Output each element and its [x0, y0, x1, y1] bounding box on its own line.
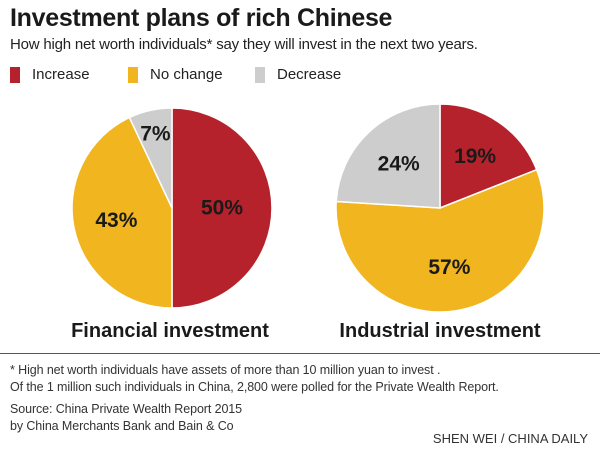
- divider: [0, 353, 600, 354]
- chart-caption-industrial: Industrial investment: [339, 320, 541, 342]
- legend: Increase No change Decrease: [10, 66, 430, 86]
- legend-label-increase: Increase: [32, 66, 90, 83]
- legend-swatch-no-change: [128, 66, 138, 83]
- pie-charts: 50% 43% 7% 19% 57% 24%: [71, 103, 545, 313]
- pie-label-industrial-increase: 19%: [454, 145, 496, 168]
- legend-label-no-change: No change: [150, 66, 223, 83]
- pie-slice-financial-no-change: [71, 116, 173, 309]
- credit: SHEN WEI / CHINA DAILY: [432, 431, 588, 446]
- pie-label-industrial-no-change: 57%: [428, 256, 470, 279]
- pie-label-industrial-decrease: 24%: [378, 153, 420, 176]
- legend-item-no-change: No change: [128, 66, 223, 83]
- pie-slice-financial-increase: [171, 107, 273, 309]
- pie-slice-industrial-decrease: [335, 103, 441, 209]
- legend-swatch-increase: [10, 66, 20, 83]
- pie-slice-industrial-increase: [439, 103, 538, 210]
- pie-label-financial-increase: 50%: [201, 197, 243, 220]
- legend-label-decrease: Decrease: [277, 66, 342, 83]
- pie-label-financial-no-change: 43%: [95, 209, 137, 232]
- chart-caption-financial: Financial investment: [71, 320, 269, 342]
- footnote-line-2: Of the 1 million such individuals in Chi…: [10, 380, 499, 394]
- chart-subtitle: How high net worth individuals* say they…: [10, 36, 478, 53]
- legend-item-decrease: Decrease: [255, 66, 341, 83]
- footnote-line-1: * High net worth individuals have assets…: [10, 363, 441, 377]
- legend-item-increase: Increase: [10, 66, 90, 83]
- source-line-2: by China Merchants Bank and Bain & Co: [10, 419, 234, 433]
- pie-label-financial-decrease: 7%: [140, 122, 171, 145]
- source-line-1: Source: China Private Wealth Report 2015: [10, 402, 243, 416]
- chart-title: Investment plans of rich Chinese: [10, 4, 393, 32]
- pie-slice-financial-decrease: [128, 107, 173, 209]
- legend-swatch-decrease: [255, 66, 265, 83]
